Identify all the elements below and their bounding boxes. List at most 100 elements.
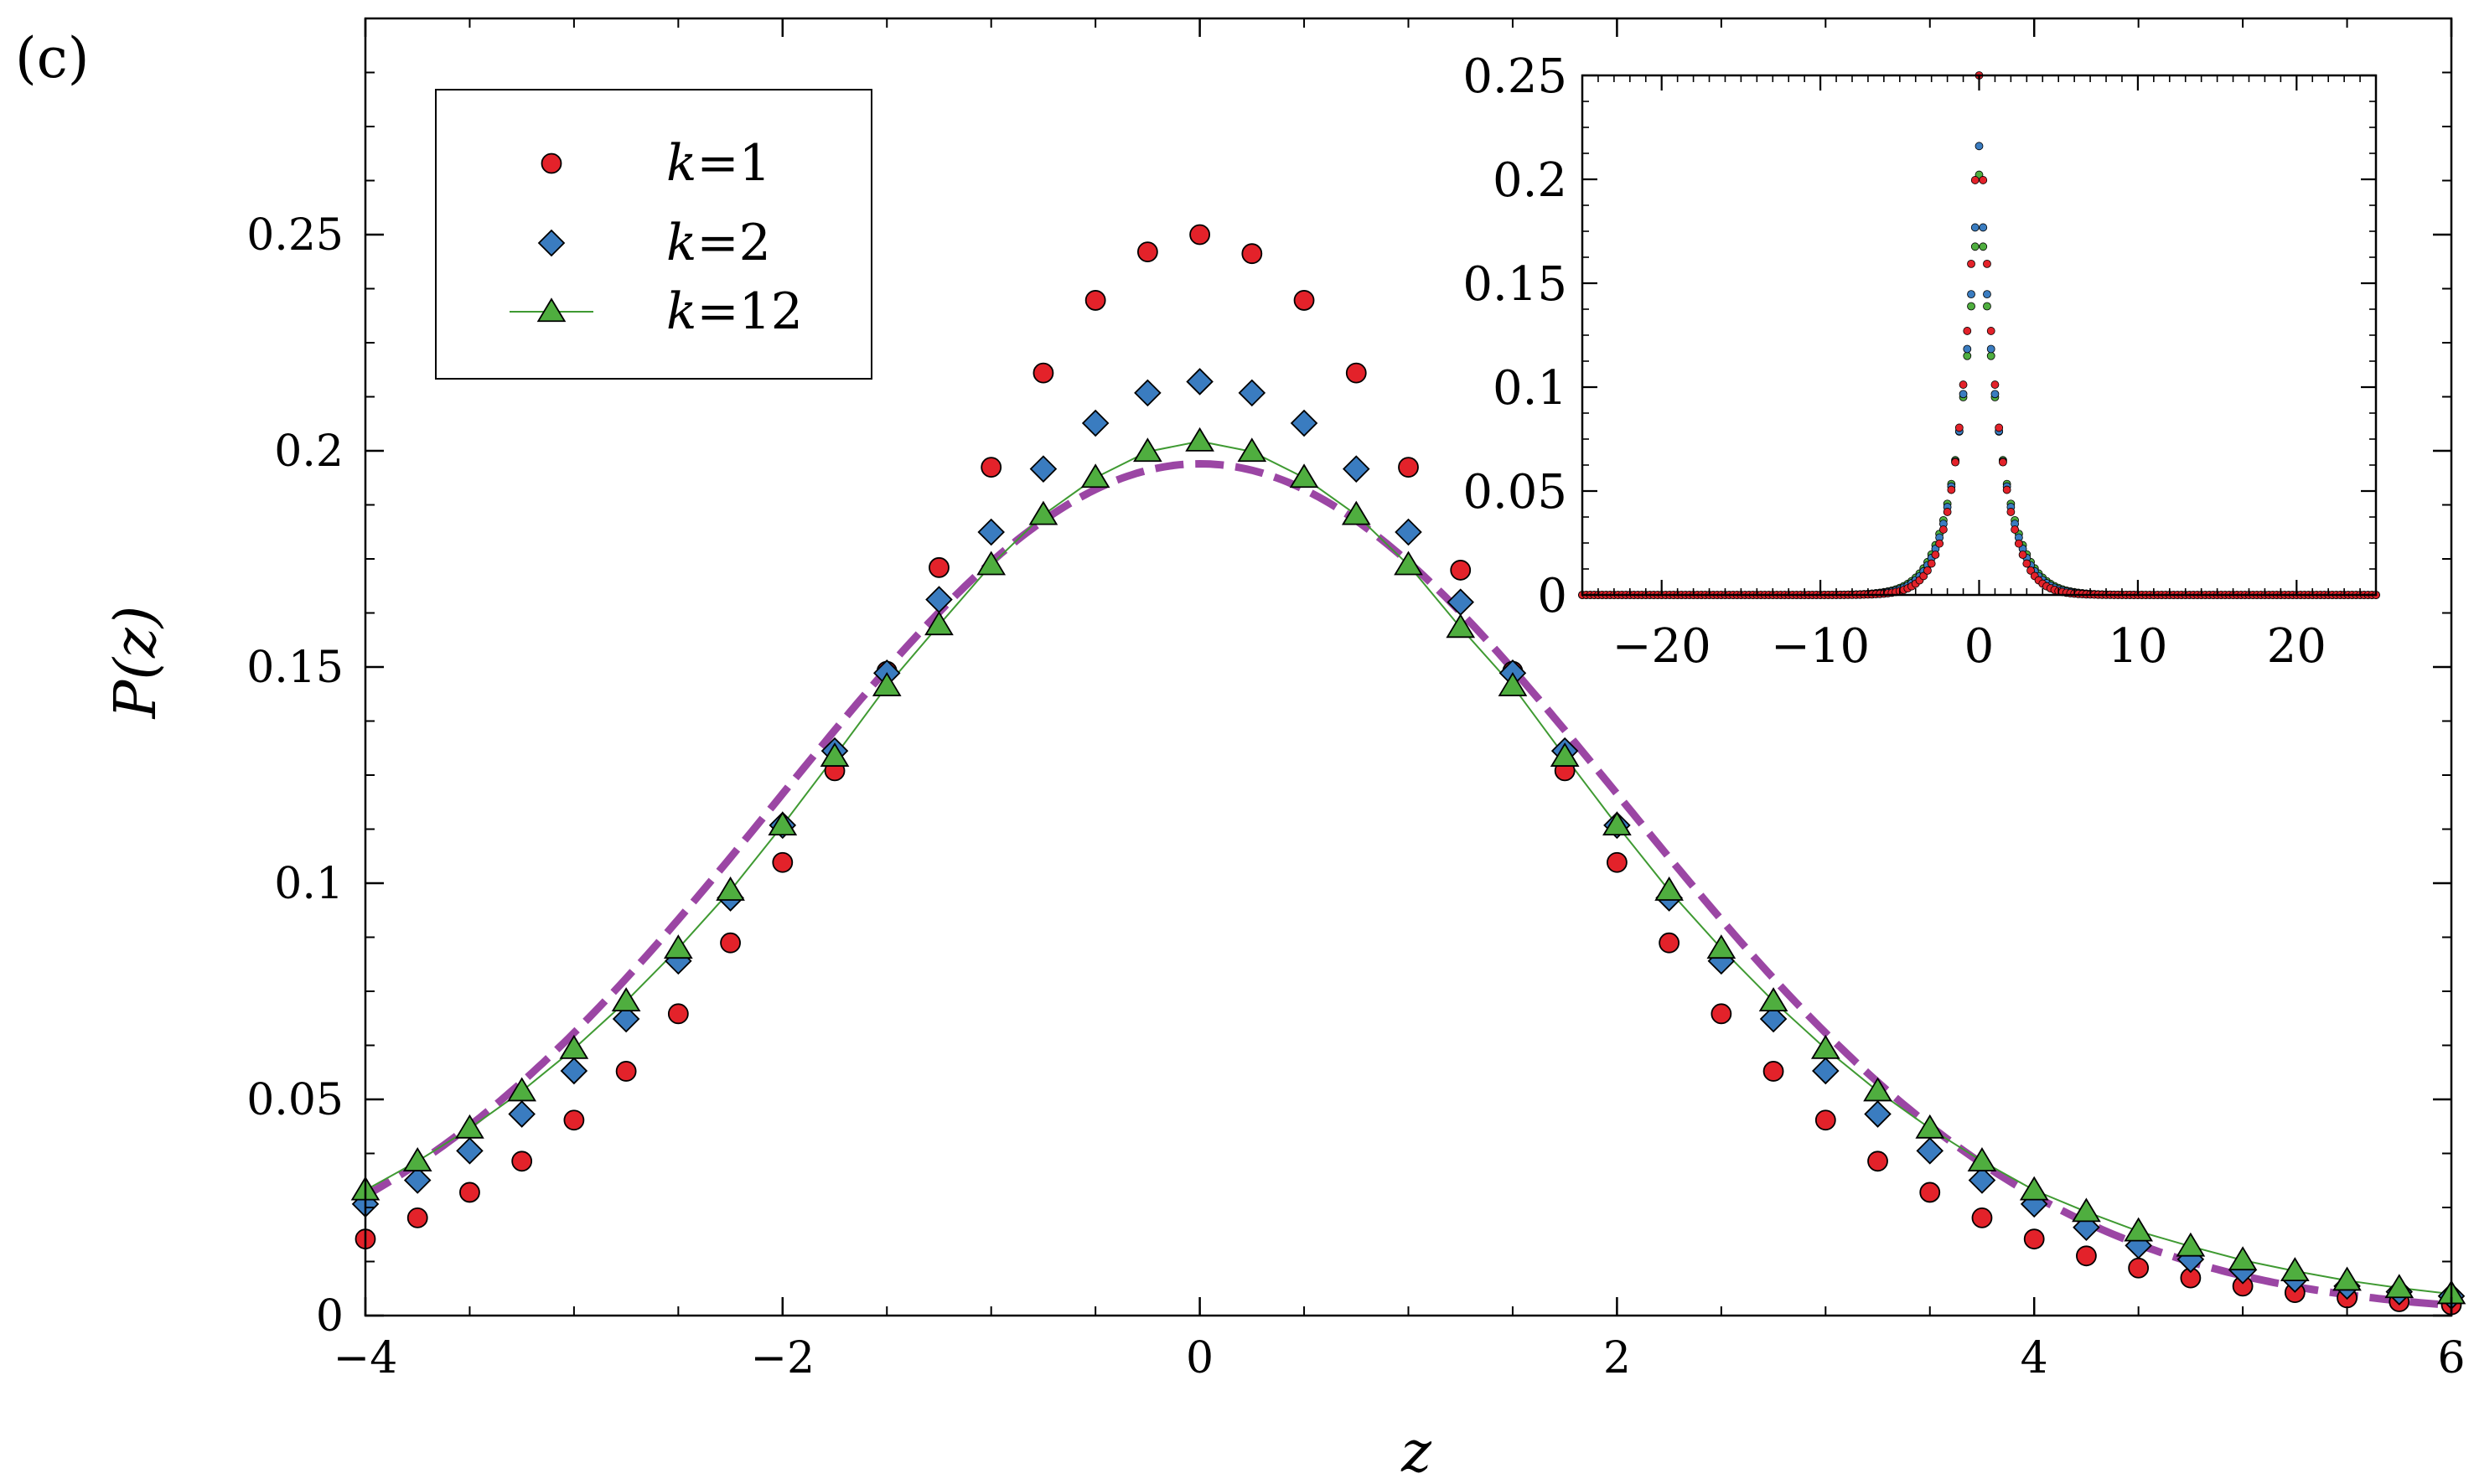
- data-point-k1: [2076, 1245, 2097, 1267]
- data-point-k12: [1341, 500, 1371, 525]
- data-point-k2: [1238, 379, 1266, 407]
- inset-data-point: [1990, 380, 2000, 389]
- data-point-k1: [1607, 851, 1628, 873]
- inset-data-point: [2002, 485, 2011, 494]
- inset-data-point: [1967, 290, 1975, 299]
- inset-data-point: [1979, 176, 1988, 184]
- inset-y-tick-label: 0.05: [1462, 465, 1567, 520]
- inset-data-point: [2022, 559, 2031, 568]
- inset-y-tick-label: 0: [1537, 569, 1567, 623]
- x-tick-label: −2: [750, 1333, 815, 1383]
- data-point-k2: [508, 1100, 536, 1128]
- inset-data-point: [1970, 223, 1980, 232]
- data-point-k1: [2128, 1257, 2150, 1279]
- inset-background: [1582, 75, 2376, 595]
- data-point-k12: [2228, 1246, 2258, 1271]
- inset-data-point: [1983, 259, 1991, 268]
- inset-x-tick-label: 0: [1964, 619, 1995, 674]
- data-point-k2: [1916, 1137, 1944, 1165]
- y-tick-label: 0.05: [246, 1075, 344, 1125]
- inset-data-point: [1935, 539, 1944, 548]
- data-point-k12: [2280, 1257, 2310, 1282]
- inset-x-tick-label: 10: [2108, 619, 2167, 674]
- data-point-k12: [507, 1077, 537, 1102]
- legend-k-value: =2: [696, 214, 770, 272]
- inset-data-point: [1931, 551, 1940, 559]
- legend-k-value: =1: [696, 134, 770, 193]
- inset-data-point: [1959, 380, 1968, 389]
- data-point-k1: [981, 457, 1002, 478]
- main-plot: −4 −2 0 2 4 600.050.10.150.20.25 z P(z): [103, 17, 2466, 1484]
- legend-marker-k1: [541, 153, 562, 174]
- data-point-k12: [2176, 1232, 2206, 1257]
- data-point-k2: [1029, 455, 1058, 483]
- data-point-k12: [1498, 671, 1528, 696]
- inset-data-point: [1986, 327, 1995, 335]
- inset-y-tick-label: 0.15: [1462, 257, 1567, 312]
- legend: k=1k=2k=12: [435, 89, 872, 380]
- data-point-k2: [977, 518, 1005, 546]
- data-point-k1: [1293, 290, 1315, 311]
- data-point-k1: [1398, 457, 1419, 478]
- legend-k-value: =12: [696, 282, 803, 341]
- inset-x-tick-label: 20: [2267, 619, 2326, 674]
- data-point-k2: [1290, 409, 1318, 437]
- data-point-k12: [1706, 934, 1736, 959]
- inset-data-point: [1919, 571, 1928, 581]
- data-point-k12: [559, 1034, 589, 1059]
- data-point-k12: [1654, 876, 1684, 901]
- legend-k-symbol: k: [666, 282, 696, 341]
- data-point-k12: [976, 551, 1007, 576]
- data-point-k1: [1919, 1182, 1941, 1203]
- data-point-k1: [1084, 290, 1106, 311]
- y-axis-label: P(z): [103, 606, 169, 721]
- data-point-k12: [820, 742, 850, 767]
- inset-x-tick-label: −10: [1771, 619, 1870, 674]
- legend-items: k=1k=2k=12: [510, 134, 803, 341]
- data-point-k12: [1446, 613, 1476, 639]
- inset-data-point: [1975, 142, 1984, 151]
- data-point-k12: [1602, 811, 1632, 836]
- data-point-k2: [1812, 1057, 1840, 1085]
- data-point-k12: [1915, 1114, 1945, 1139]
- inset-data-point: [1986, 351, 1995, 360]
- main-axes: −4 −2 0 2 4 600.050.10.150.20.25: [246, 17, 2466, 1383]
- data-point-k1: [720, 932, 741, 954]
- data-point-k2: [1134, 379, 1162, 407]
- inset-data-point: [2006, 508, 2016, 516]
- inset-y-tick-label: 0.1: [1493, 361, 1567, 416]
- legend-box: [435, 89, 872, 380]
- inset-data-point: [1979, 223, 1988, 232]
- inset-data-point: [1954, 423, 1964, 432]
- inset-data-point: [1927, 559, 1936, 568]
- data-point-k1: [406, 1207, 428, 1228]
- legend-label: k=12: [666, 282, 803, 341]
- data-point-k12: [1185, 427, 1214, 452]
- data-point-k12: [1237, 437, 1267, 463]
- data-point-k1: [1971, 1207, 1993, 1228]
- y-tick-label: 0: [316, 1291, 344, 1342]
- data-point-k1: [615, 1061, 637, 1082]
- x-tick-label: 6: [2437, 1333, 2465, 1383]
- inset-data-point: [1990, 390, 2000, 399]
- legend-k-symbol: k: [666, 214, 696, 272]
- inset-data-point: [1943, 508, 1952, 516]
- data-point-k2: [560, 1057, 588, 1085]
- data-point-k1: [1450, 560, 1472, 581]
- data-point-k12: [1758, 987, 1788, 1012]
- inset-data-point: [2011, 525, 2020, 534]
- data-point-k12: [2332, 1266, 2362, 1291]
- data-point-k12: [768, 811, 798, 836]
- inset-data-point: [1979, 242, 1988, 251]
- data-point-k12: [2384, 1274, 2414, 1299]
- data-point-k1: [563, 1109, 585, 1131]
- x-tick-label: −4: [334, 1333, 398, 1383]
- inset-plot: −20 −10 0 10 20 0 0.05 0.1 0.15 0.2 0.25: [1462, 49, 2380, 674]
- x-tick-label: 2: [1603, 1333, 1631, 1383]
- data-point-k12: [716, 876, 745, 901]
- data-point-k2: [1343, 455, 1370, 483]
- legend-marker-k12: [536, 297, 567, 323]
- inset-data-point: [1999, 458, 2007, 467]
- x-tick-label: 0: [1186, 1333, 1214, 1383]
